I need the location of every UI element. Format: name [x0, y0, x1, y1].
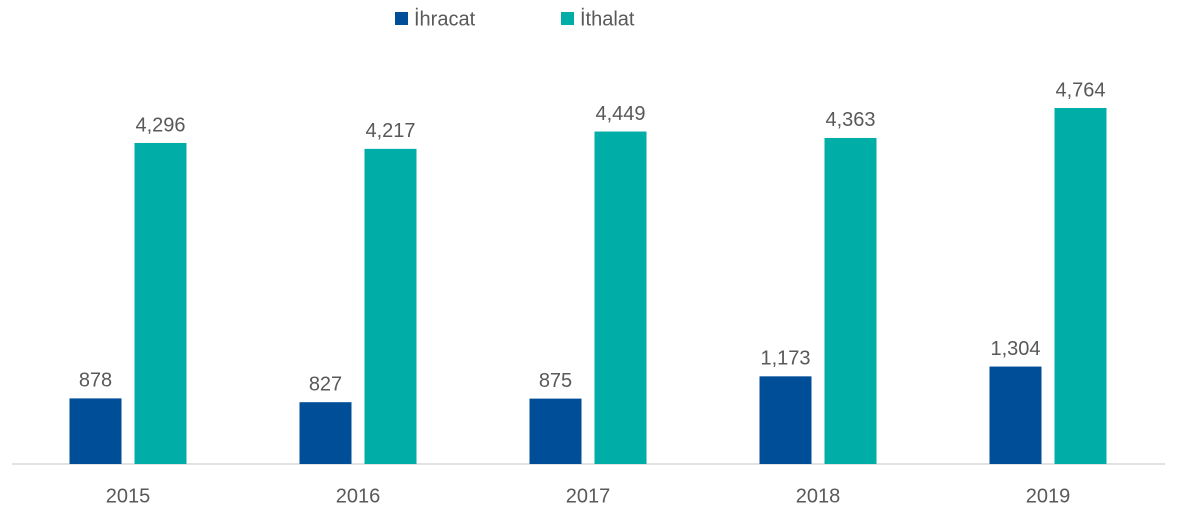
bar: [824, 137, 877, 464]
legend-label: İhracat: [414, 7, 476, 30]
x-tick-label: 2019: [1026, 485, 1071, 507]
x-tick-label: 2015: [106, 485, 151, 507]
x-tick-label: 2017: [566, 485, 611, 507]
bar: [299, 402, 352, 464]
legend-swatch: [395, 12, 408, 25]
bar: [69, 398, 122, 464]
bar: [989, 366, 1042, 464]
value-label: 4,363: [825, 109, 875, 131]
bar: [529, 398, 582, 464]
bar: [134, 142, 187, 464]
legend-swatch: [561, 12, 574, 25]
value-label: 878: [79, 370, 112, 392]
x-tick-label: 2016: [336, 485, 381, 507]
x-tick-label: 2018: [796, 485, 841, 507]
value-label: 875: [539, 370, 572, 392]
value-label: 4,764: [1055, 79, 1105, 101]
value-label: 4,296: [135, 114, 185, 136]
value-label: 4,217: [365, 120, 415, 142]
value-label: 1,304: [990, 338, 1040, 360]
bar: [1054, 108, 1107, 464]
legend-label: İthalat: [580, 7, 635, 30]
bar: [594, 131, 647, 464]
bar: [364, 148, 417, 464]
value-label: 827: [309, 373, 342, 395]
bar: [759, 376, 812, 464]
value-label: 1,173: [760, 348, 810, 370]
value-label: 4,449: [595, 103, 645, 125]
